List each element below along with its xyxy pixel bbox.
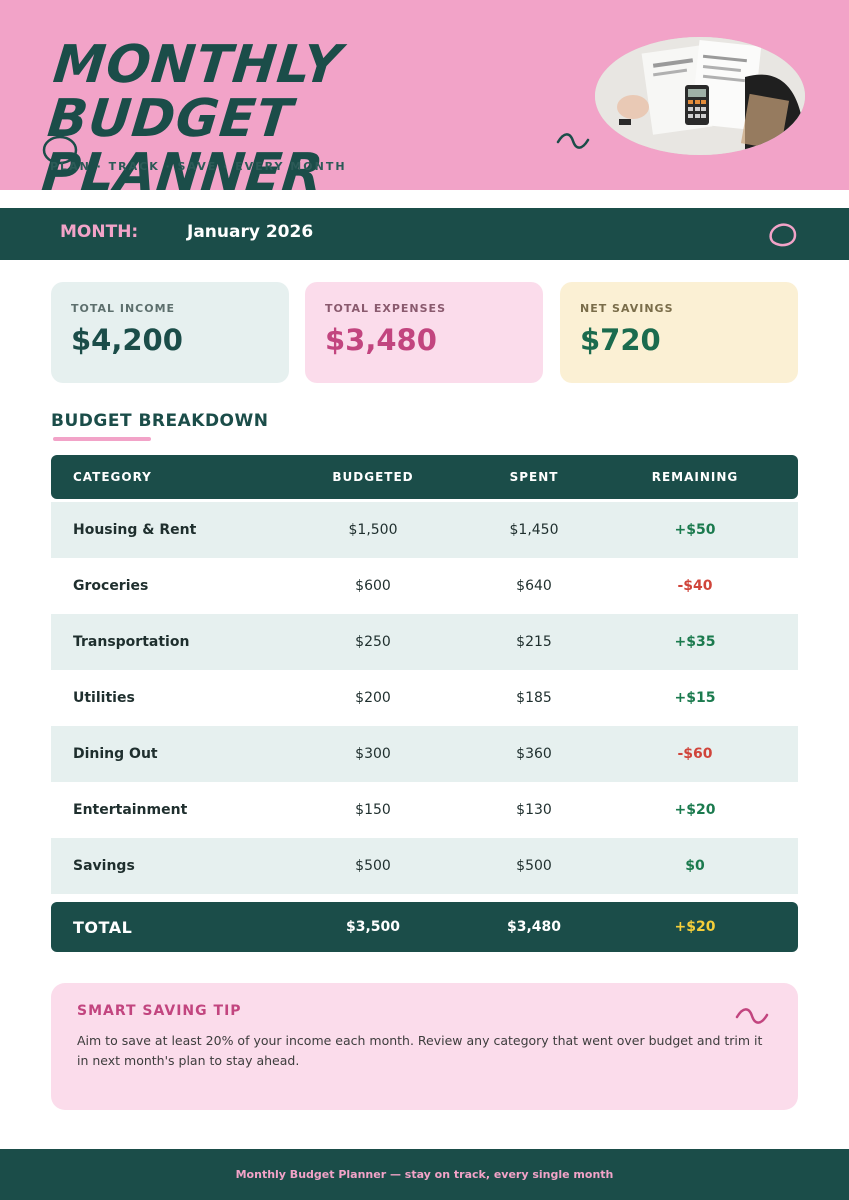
footer-text: Monthly Budget Planner — stay on track, … bbox=[235, 1168, 614, 1181]
remaining-cell: +$50 bbox=[674, 522, 716, 538]
savings-card: NET SAVINGS $720 bbox=[560, 282, 798, 383]
month-value: January 2026 bbox=[187, 222, 314, 242]
column-header-category: CATEGORY bbox=[73, 470, 152, 484]
remaining-cell: +$15 bbox=[674, 690, 716, 706]
table-header: CATEGORY BUDGETED SPENT REMAINING bbox=[51, 455, 798, 499]
column-header-remaining: REMAINING bbox=[651, 470, 739, 484]
header-banner: MONTHLY BUDGET PLANNER PLAN · TRACK · SA… bbox=[0, 0, 849, 203]
month-label: MONTH: bbox=[60, 222, 139, 242]
total-budgeted: $3,500 bbox=[345, 919, 401, 935]
total-label: TOTAL bbox=[73, 917, 133, 937]
spent-cell: $640 bbox=[516, 578, 552, 594]
category-cell: Dining Out bbox=[73, 746, 158, 762]
spent-cell: $500 bbox=[516, 858, 552, 874]
header-photo bbox=[595, 37, 805, 155]
income-value: $4,200 bbox=[71, 323, 183, 357]
table-row: Savings $500 $500 $0 bbox=[51, 838, 798, 894]
table-row: Housing & Rent $1,500 $1,450 +$50 bbox=[51, 502, 798, 558]
table-row: Dining Out $300 $360 -$60 bbox=[51, 726, 798, 782]
total-remaining: +$20 bbox=[674, 919, 716, 935]
category-cell: Savings bbox=[73, 858, 135, 874]
wave-doodle-icon bbox=[556, 133, 590, 149]
breakdown-title: BUDGET BREAKDOWN bbox=[51, 411, 269, 431]
month-bar: MONTH: January 2026 bbox=[0, 208, 849, 260]
saving-tip-box: SMART SAVING TIP Aim to save at least 20… bbox=[51, 983, 798, 1110]
page-title: MONTHLY BUDGET PLANNER bbox=[39, 35, 345, 203]
title-underline bbox=[53, 437, 151, 441]
table-row: Groceries $600 $640 -$40 bbox=[51, 558, 798, 614]
table-row: Entertainment $150 $130 +$20 bbox=[51, 782, 798, 838]
budgeted-cell: $150 bbox=[355, 802, 391, 818]
category-cell: Housing & Rent bbox=[73, 522, 197, 538]
remaining-cell: +$20 bbox=[674, 802, 716, 818]
table-body: Housing & Rent $1,500 $1,450 +$50 Grocer… bbox=[51, 502, 798, 894]
spent-cell: $1,450 bbox=[509, 522, 559, 538]
spent-cell: $130 bbox=[516, 802, 552, 818]
tip-body: Aim to save at least 20% of your income … bbox=[77, 1033, 763, 1068]
category-cell: Groceries bbox=[73, 578, 149, 594]
total-spent: $3,480 bbox=[506, 919, 562, 935]
tagline: PLAN · TRACK · SAVE · EVERY MONTH bbox=[50, 160, 347, 173]
income-card: TOTAL INCOME $4,200 bbox=[51, 282, 289, 383]
ring-doodle-icon bbox=[769, 223, 797, 247]
column-header-spent: SPENT bbox=[509, 470, 559, 484]
tip-title: SMART SAVING TIP bbox=[77, 1003, 242, 1019]
spent-cell: $185 bbox=[516, 690, 552, 706]
category-cell: Transportation bbox=[73, 634, 190, 650]
circle-doodle-icon bbox=[42, 135, 78, 165]
expenses-card: TOTAL EXPENSES $3,480 bbox=[305, 282, 543, 383]
budgeted-cell: $250 bbox=[355, 634, 391, 650]
spent-cell: $215 bbox=[516, 634, 552, 650]
savings-value: $720 bbox=[580, 323, 661, 357]
savings-label: NET SAVINGS bbox=[580, 302, 674, 315]
total-row: TOTAL $3,500 $3,480 +$20 bbox=[51, 902, 798, 952]
budgeted-cell: $1,500 bbox=[348, 522, 398, 538]
column-header-budgeted: BUDGETED bbox=[332, 470, 414, 484]
remaining-cell: +$35 bbox=[674, 634, 716, 650]
budgeted-cell: $600 bbox=[355, 578, 391, 594]
remaining-cell: -$60 bbox=[677, 746, 713, 762]
spent-cell: $360 bbox=[516, 746, 552, 762]
remaining-cell: $0 bbox=[685, 858, 705, 874]
footer: Monthly Budget Planner — stay on track, … bbox=[0, 1149, 849, 1200]
budgeted-cell: $500 bbox=[355, 858, 391, 874]
category-cell: Entertainment bbox=[73, 802, 188, 818]
income-label: TOTAL INCOME bbox=[71, 302, 176, 315]
budgeted-cell: $200 bbox=[355, 690, 391, 706]
remaining-cell: -$40 bbox=[677, 578, 713, 594]
wave-doodle-icon bbox=[735, 1008, 769, 1024]
table-row: Utilities $200 $185 +$15 bbox=[51, 670, 798, 726]
budgeted-cell: $300 bbox=[355, 746, 391, 762]
category-cell: Utilities bbox=[73, 690, 135, 706]
expenses-label: TOTAL EXPENSES bbox=[325, 302, 446, 315]
table-row: Transportation $250 $215 +$35 bbox=[51, 614, 798, 670]
expenses-value: $3,480 bbox=[325, 323, 437, 357]
budget-table: CATEGORY BUDGETED SPENT REMAINING Housin… bbox=[51, 455, 798, 952]
